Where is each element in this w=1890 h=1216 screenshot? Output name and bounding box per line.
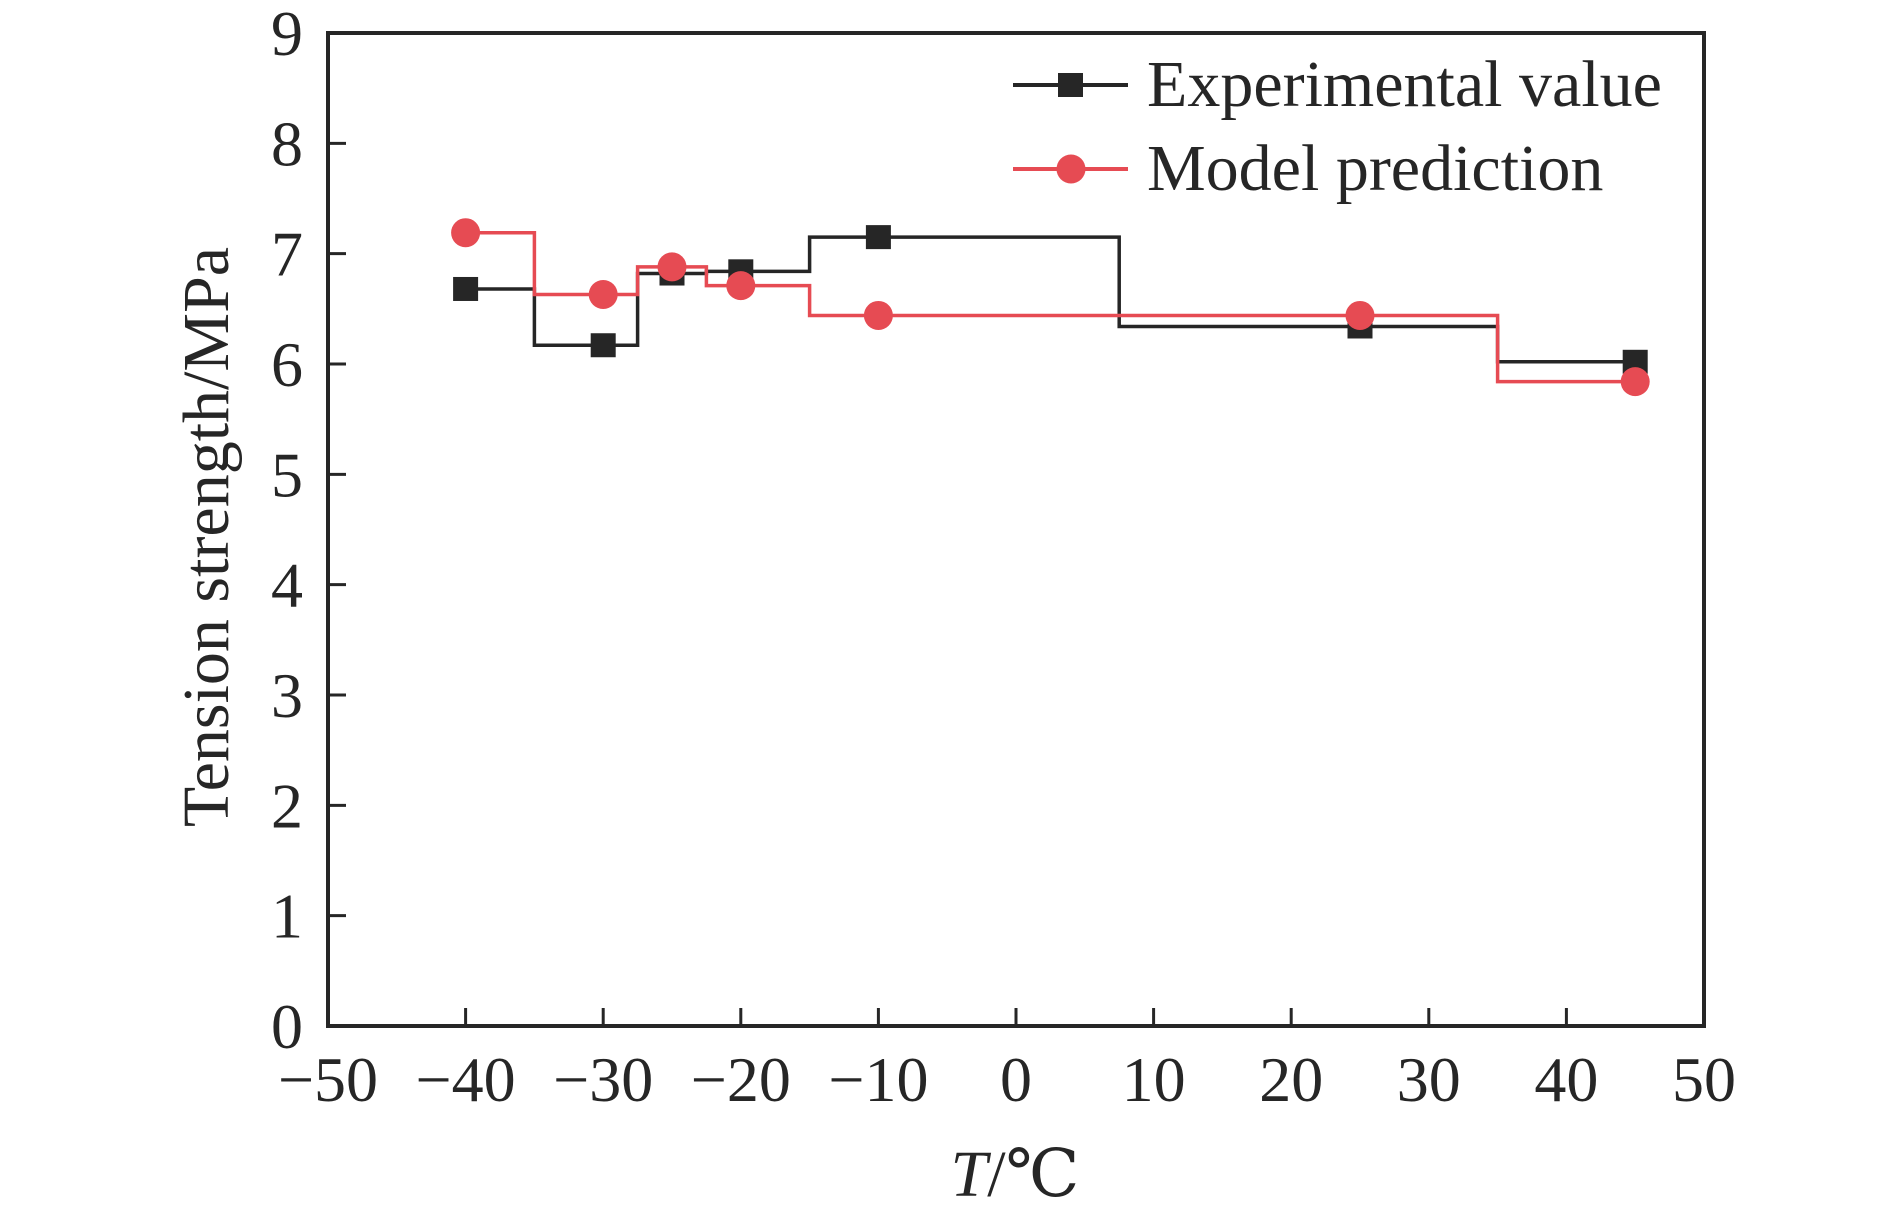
y-tick-label: 8 xyxy=(271,108,303,179)
y-tick-label: 1 xyxy=(271,881,303,952)
legend-item: Model prediction xyxy=(1013,132,1603,205)
series-step-line xyxy=(465,235,1636,364)
y-tick-label: 7 xyxy=(271,219,303,290)
y-tick-label: 5 xyxy=(271,439,303,510)
data-point-circle xyxy=(1620,367,1650,397)
data-point-circle xyxy=(863,300,893,330)
x-tick-label: −30 xyxy=(553,1044,653,1115)
y-tick-label: 9 xyxy=(271,0,303,69)
series-experimental-value xyxy=(453,225,1648,374)
x-tick-label: −40 xyxy=(416,1044,516,1115)
x-tick-label: 0 xyxy=(1000,1044,1032,1115)
y-tick-label: 2 xyxy=(271,770,303,841)
x-axis-ticks: −50 −40 −30 −20 −10 0 10 20 30 40 50 xyxy=(278,1008,1736,1115)
x-axis-title-variable: T xyxy=(951,1138,992,1211)
x-tick-label: 20 xyxy=(1259,1044,1323,1115)
data-point-circle xyxy=(451,218,481,248)
y-tick-label: 0 xyxy=(271,991,303,1062)
y-axis-title: Tension strength/MPa xyxy=(170,247,243,827)
x-tick-label: −10 xyxy=(828,1044,928,1115)
y-tick-label: 3 xyxy=(271,660,303,731)
y-tick-label: 4 xyxy=(271,550,303,621)
data-point-circle xyxy=(588,279,618,309)
data-point-circle xyxy=(657,252,687,282)
x-axis-title-unit: /℃ xyxy=(987,1138,1079,1211)
data-point-square xyxy=(590,333,616,358)
data-point-circle xyxy=(726,271,756,301)
y-tick-label: 6 xyxy=(271,329,303,400)
series-step-line xyxy=(465,230,1636,384)
series-model-prediction xyxy=(451,218,1650,397)
x-axis-title: T/℃ xyxy=(951,1138,1080,1211)
data-point-circle xyxy=(1345,300,1375,330)
legend-marker-square xyxy=(1058,73,1083,97)
legend-item: Experimental value xyxy=(1013,48,1662,121)
x-tick-label: 10 xyxy=(1122,1044,1186,1115)
x-tick-label: 30 xyxy=(1397,1044,1461,1115)
legend: Experimental value Model prediction xyxy=(1013,48,1662,205)
series-layer xyxy=(451,218,1650,397)
data-point-square xyxy=(865,225,891,250)
x-tick-label: −50 xyxy=(278,1044,378,1115)
legend-marker-circle xyxy=(1056,154,1086,184)
x-tick-label: 50 xyxy=(1672,1044,1736,1115)
x-tick-label: 40 xyxy=(1534,1044,1598,1115)
x-tick-label: −20 xyxy=(691,1044,791,1115)
legend-label: Model prediction xyxy=(1147,132,1603,205)
y-axis-ticks: 0 1 2 3 4 5 6 7 8 9 xyxy=(271,0,346,1062)
data-point-square xyxy=(453,276,479,301)
legend-label: Experimental value xyxy=(1147,48,1662,121)
